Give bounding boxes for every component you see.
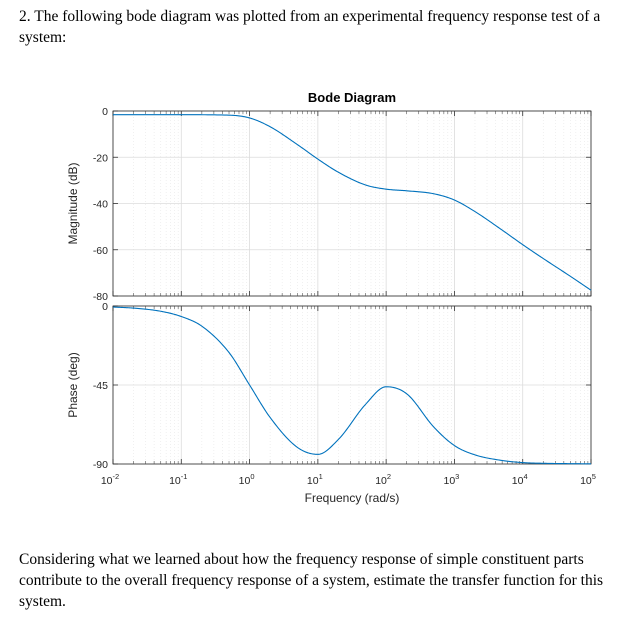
chart-title: Bode Diagram: [308, 90, 396, 105]
phase-plot: 0 -45 -90: [93, 301, 592, 471]
frequency-axis-label: Frequency (rad/s): [305, 491, 400, 505]
x-tick-label: 10-2: [101, 472, 119, 487]
x-tick-label: 104: [512, 472, 528, 487]
phase-series-line: [112, 306, 591, 465]
magnitude-y-tick-label: -40: [93, 199, 108, 211]
magnitude-axis-label: Magnitude (dB): [66, 162, 80, 244]
question-intro: 2. The following bode diagram was plotte…: [19, 8, 601, 46]
x-tick-label: 103: [443, 472, 459, 487]
x-tick-label: 100: [239, 472, 255, 487]
x-tick-label: 105: [580, 472, 596, 487]
question-prompt: Considering what we learned about how th…: [19, 551, 604, 610]
magnitude-y-tick-label: -20: [93, 152, 108, 164]
phase-axis-label: Phase (deg): [66, 352, 80, 417]
phase-y-tick-label: 0: [102, 301, 108, 313]
magnitude-y-tick-label: -80: [93, 291, 108, 303]
magnitude-y-tick-label: 0: [102, 106, 108, 118]
magnitude-y-tick-label: -60: [93, 245, 108, 257]
x-tick-label: 102: [375, 472, 391, 487]
magnitude-axes-frame: [112, 110, 592, 297]
phase-y-tick-label: -45: [93, 380, 108, 392]
magnitude-series-line: [113, 114, 592, 291]
magnitude-plot: 0 -20 -40 -60 -80: [93, 106, 592, 303]
phase-axes-frame: [112, 305, 592, 465]
x-tick-label: 101: [307, 472, 323, 487]
phase-y-tick-label: -90: [93, 459, 108, 471]
x-tick-label: 10-1: [169, 472, 187, 487]
